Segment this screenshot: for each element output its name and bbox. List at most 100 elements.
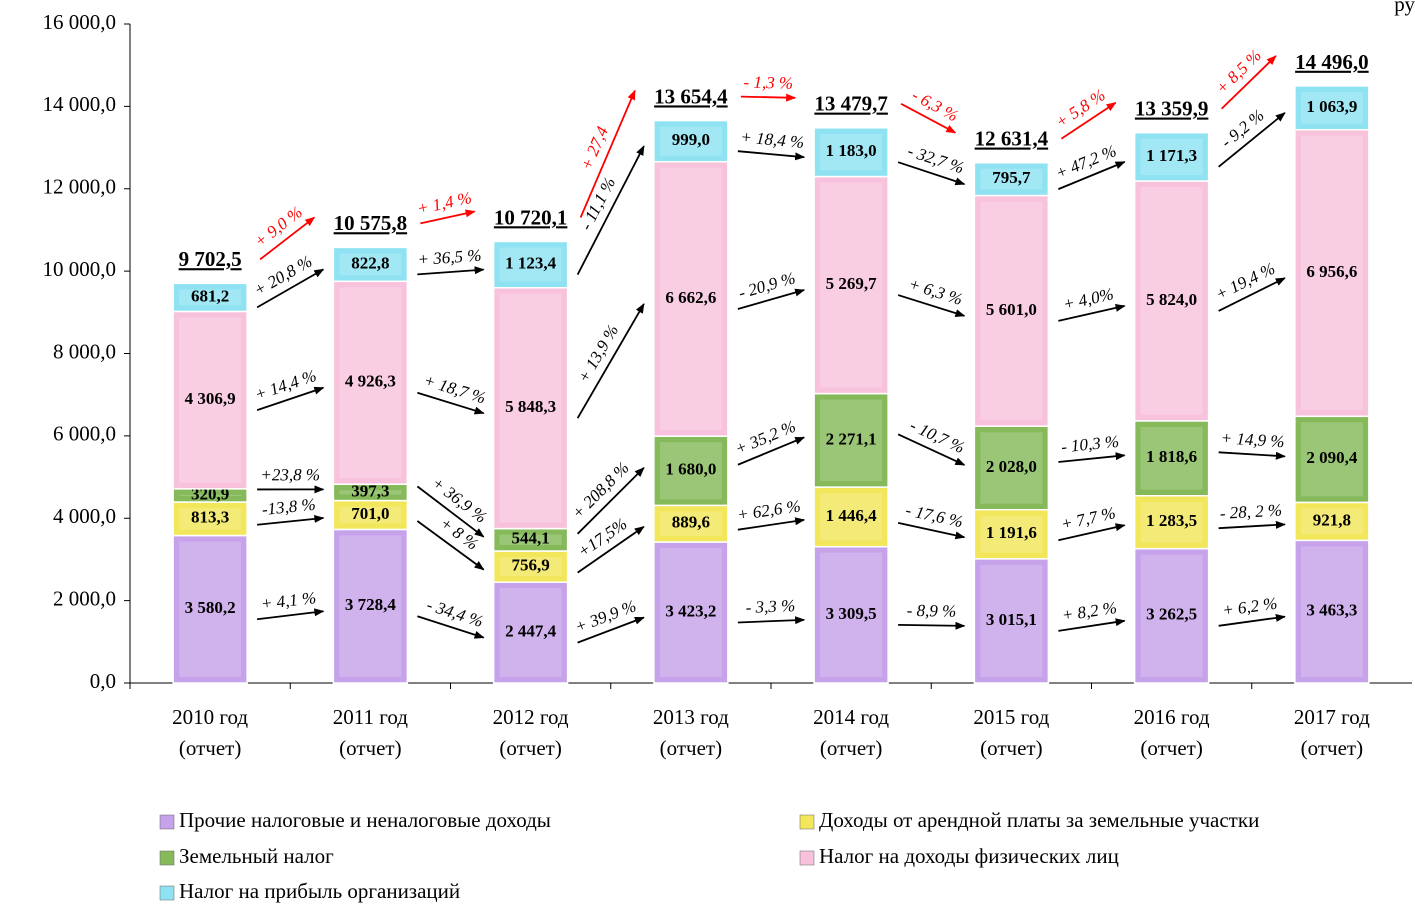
- legend-label: Доходы от арендной платы за земельные уч…: [819, 808, 1259, 832]
- bar-segment: [1133, 131, 1210, 182]
- growth-label: -13,8 %: [261, 495, 316, 519]
- growth-label: - 34,4 %: [424, 595, 485, 631]
- bar-bevel: [659, 548, 722, 677]
- value-label: 397,3: [351, 481, 389, 500]
- bar-bevel: [980, 432, 1043, 504]
- bar-segment: [813, 127, 889, 178]
- value-label: 5 601,0: [986, 300, 1037, 319]
- bar-bevel: [980, 168, 1043, 190]
- bar-segment: [332, 280, 409, 485]
- growth-arrow: [417, 391, 485, 415]
- bar-bevel: [820, 182, 883, 388]
- growth-label: - 3,3 %: [745, 596, 795, 617]
- bar-bevel: [659, 167, 722, 431]
- growth-arrow: [1218, 277, 1286, 312]
- value-label: 3 580,2: [185, 598, 236, 617]
- bar-bevel: [499, 534, 562, 546]
- value-label: 3 463,3: [1306, 601, 1357, 620]
- bar-segment: [813, 392, 889, 488]
- value-label: 795,7: [992, 168, 1031, 187]
- growth-label: - 1,3 %: [743, 73, 793, 93]
- value-label: 1 171,3: [1146, 146, 1197, 165]
- value-label: 1 191,6: [986, 523, 1037, 542]
- bar-bevel: [820, 133, 883, 171]
- value-label: 1 183,0: [826, 141, 877, 160]
- bar-segment: [653, 504, 729, 543]
- value-label: 2 028,0: [986, 457, 1037, 476]
- growth-arrow: [577, 616, 645, 644]
- total-label: 9 702,5: [179, 247, 242, 271]
- legend-swatch: [159, 814, 175, 830]
- growth-label: + 14,4 %: [252, 366, 319, 404]
- bar-segment: [172, 534, 248, 684]
- y-tick-label: 6 000,0: [53, 422, 116, 446]
- value-label: 2 271,1: [826, 429, 877, 448]
- growth-label: + 27,4: [577, 123, 613, 173]
- growth-label: - 10,7 %: [907, 416, 968, 458]
- value-label: 701,0: [351, 504, 389, 523]
- growth-arrow: [898, 621, 966, 630]
- bar-segment: [653, 119, 729, 163]
- bar-segment: [653, 435, 729, 507]
- bar-segment: [1133, 420, 1210, 497]
- growth-arrow: [1218, 520, 1286, 530]
- legend-swatch: [799, 814, 815, 830]
- total-label: 13 479,7: [814, 92, 888, 116]
- value-label: 1 283,5: [1146, 511, 1197, 530]
- growth-label: - 20,9 %: [736, 268, 797, 302]
- bar-segment: [1294, 501, 1370, 542]
- y-tick-label: 16 000,0: [43, 10, 117, 34]
- x-tick-label: (отчет): [1301, 736, 1363, 760]
- growth-arrow: [420, 209, 476, 225]
- growth-arrow: [897, 433, 966, 466]
- bar-segment: [1294, 85, 1370, 131]
- value-label: 3 262,5: [1146, 605, 1197, 624]
- bar-bevel: [1140, 426, 1203, 490]
- legend-swatch: [799, 850, 815, 866]
- growth-arrow: [737, 616, 806, 625]
- total-label: 12 631,4: [975, 127, 1049, 151]
- x-tick-label: 2016 год: [1134, 705, 1210, 729]
- x-tick-label: (отчет): [1140, 736, 1202, 760]
- bar-bevel: [980, 515, 1043, 553]
- value-label: 1 063,9: [1306, 97, 1357, 116]
- x-tick-label: 2017 год: [1294, 705, 1370, 729]
- bar-segment: [653, 541, 729, 684]
- x-tick-label: (отчет): [660, 736, 722, 760]
- growth-label: + 47,2 %: [1053, 141, 1119, 183]
- x-tick-label: 2010 год: [172, 705, 248, 729]
- bar-segment: [172, 501, 248, 537]
- total-label: 10 720,1: [494, 205, 568, 229]
- y-tick-label: 4 000,0: [53, 504, 116, 528]
- growth-label: + 208,8 %: [568, 458, 633, 523]
- growth-arrow: [737, 150, 806, 161]
- growth-arrow: [256, 386, 325, 411]
- total-label: 14 496,0: [1295, 50, 1369, 74]
- bar-bevel: [499, 557, 562, 577]
- value-label: 999,0: [672, 130, 710, 149]
- bar-segment: [332, 246, 409, 283]
- growth-arrow: [259, 216, 316, 261]
- value-label: 544,1: [512, 529, 550, 548]
- bar-segment: [813, 175, 889, 395]
- bar-bevel: [339, 506, 402, 524]
- value-label: 1 680,0: [665, 460, 716, 479]
- legend-label: Налог на прибыль организаций: [179, 879, 460, 903]
- value-label: 813,3: [191, 508, 229, 527]
- growth-label: + 62,6 %: [736, 496, 802, 524]
- bar-bevel: [1140, 554, 1203, 677]
- growth-arrow: [1218, 613, 1286, 627]
- growth-arrow: [416, 485, 485, 538]
- bar-bevel: [820, 399, 883, 482]
- growth-label: - 6,3 %: [909, 85, 962, 125]
- bar-segment: [492, 240, 569, 289]
- value-label: 6 662,6: [665, 288, 716, 307]
- value-label: 822,8: [351, 253, 389, 272]
- value-label: 681,2: [191, 286, 229, 305]
- bar-segment: [332, 499, 409, 531]
- bar-segment: [973, 425, 1050, 511]
- value-label: 4 926,3: [345, 372, 396, 391]
- value-label: 1 446,4: [826, 506, 878, 525]
- growth-label: - 9,2 %: [1217, 106, 1267, 152]
